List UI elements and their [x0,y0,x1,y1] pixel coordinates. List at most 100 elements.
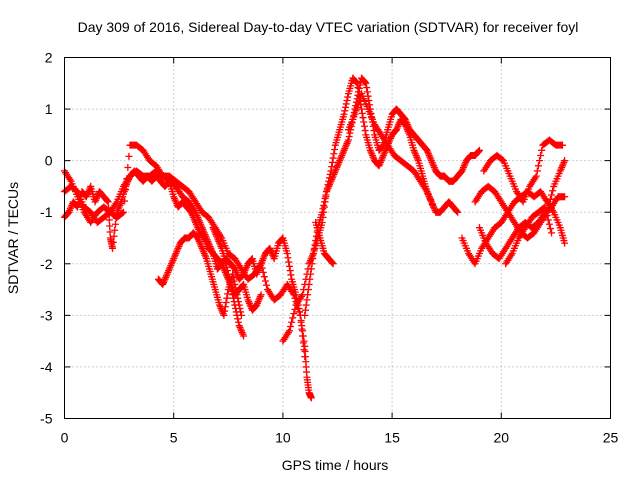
data-point [123,175,131,183]
data-point [475,147,483,155]
y-axis-title: SDTVAR / TECUs [5,182,21,294]
data-point [363,84,371,92]
x-tick-label: 5 [170,430,178,446]
data-point [361,127,369,135]
data-point [223,294,231,302]
x-tick-label: 0 [61,430,69,446]
data-point [326,170,334,178]
data-point [548,191,556,199]
data-point [322,193,330,201]
data-point [111,220,119,228]
data-point [358,109,366,117]
y-tick-label: 0 [45,153,53,169]
data-point [237,308,245,316]
data-point [222,260,230,268]
data-point [299,332,307,340]
data-point [541,203,549,211]
data-point [307,270,315,278]
data-point [354,84,362,92]
data-point [236,304,244,312]
data-point [283,249,291,257]
data-point [234,318,242,326]
data-point [344,93,352,101]
data-point [290,310,298,318]
data-point [308,260,316,268]
data-point [258,264,266,272]
data-point [235,301,243,309]
data-point [284,254,292,262]
data-point [261,277,269,285]
data-point [304,291,312,299]
data-point [548,229,556,237]
data-point [328,158,336,166]
data-point [109,244,117,252]
data-point [561,193,569,201]
data-point [330,150,338,158]
data-point [121,197,129,205]
data-point [295,308,303,316]
data-point [223,263,231,271]
data-point [319,205,327,213]
data-series [61,141,248,340]
y-tick-label: -4 [40,359,53,375]
data-point [454,208,462,216]
data-point [328,163,336,171]
data-point [306,275,314,283]
data-point [546,225,554,233]
data-point [257,260,265,268]
data-point [323,184,331,192]
data-series [301,74,462,319]
data-point [302,301,310,309]
data-point [538,146,546,154]
data-point [475,146,483,154]
data-point [263,281,271,289]
data-point [234,315,242,323]
y-tick-label: 2 [45,50,53,66]
data-point [286,267,294,275]
x-tick-label: 25 [603,430,619,446]
data-point [324,181,332,189]
data-point [323,188,331,196]
plot-frame [64,57,611,419]
data-point [124,164,132,172]
data-point [118,209,126,217]
data-series [209,224,265,314]
data-point [224,270,232,278]
data-point [291,305,299,313]
data-point [342,103,350,111]
data-point [307,394,315,402]
data-point [105,216,113,224]
data-point [354,100,362,108]
data-point [290,291,298,299]
data-point [361,78,369,86]
data-point [220,311,228,319]
data-point [301,311,309,319]
data-point [285,327,293,335]
data-point [352,78,360,86]
data-point [224,290,232,298]
x-tick-label: 20 [494,430,510,446]
data-point [351,110,359,118]
data-point [222,298,230,306]
data-point [327,167,335,175]
data-point [352,107,360,115]
data-point [345,133,353,141]
data-point [355,96,363,104]
data-point [110,232,118,240]
x-tick-label: 15 [384,430,400,446]
data-point [103,197,111,205]
data-point [329,154,337,162]
data-point [303,296,311,304]
data-point [297,317,305,325]
data-point [329,260,337,268]
data-point [119,208,127,216]
data-point [106,228,114,236]
data-point [320,203,328,211]
data-point [111,226,119,234]
data-point [260,273,268,281]
data-point [299,339,307,347]
data-point [360,122,368,130]
data-point [259,268,267,276]
data-point [106,222,114,230]
